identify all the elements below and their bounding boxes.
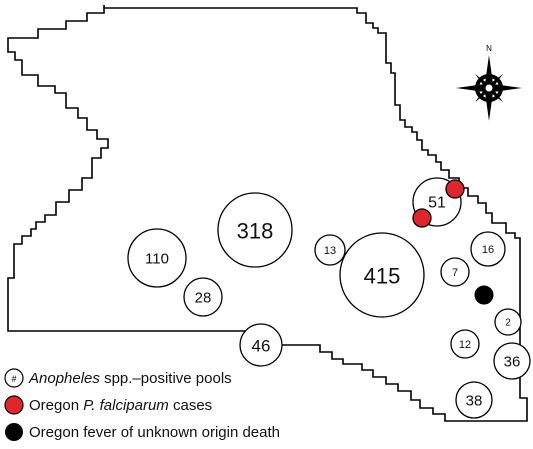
- pool-count: 46: [252, 337, 271, 356]
- pool-46: 46: [239, 323, 283, 367]
- pool-38: 38: [455, 381, 493, 419]
- falciparum-case-marker: [412, 208, 432, 228]
- pool-13: 13: [314, 234, 346, 266]
- legend-item-death: Oregon fever of unknown origin death: [5, 423, 280, 441]
- fever-death-marker: [474, 285, 494, 305]
- pool-count: 110: [145, 251, 169, 268]
- district-boundary: [7, 5, 528, 422]
- legend-pool-label: Anopheles spp.–positive pools: [28, 370, 232, 387]
- pool-count: 38: [466, 393, 483, 410]
- pool-12: 12: [450, 329, 480, 359]
- pool-count: 415: [364, 264, 401, 289]
- pool-7: 7: [440, 257, 470, 287]
- pool-415: 415: [339, 232, 425, 318]
- pool-count: 7: [452, 267, 458, 279]
- pool-28: 28: [183, 277, 223, 317]
- pool-2: 2: [494, 308, 522, 336]
- pool-count: 28: [195, 290, 212, 307]
- pool-count: 36: [504, 354, 521, 371]
- north-label: N: [486, 44, 492, 53]
- pool-count: 13: [324, 245, 336, 257]
- pool-count: 318: [237, 219, 274, 244]
- pool-count: 16: [482, 244, 494, 256]
- legend-item-pools: # Anopheles spp.–positive pools: [4, 368, 232, 388]
- falciparum-case-marker: [445, 179, 465, 199]
- legend-item-cases: Oregon P. falciparum cases: [4, 395, 212, 415]
- pool-110: 110: [127, 228, 187, 288]
- pool-count: 51: [428, 195, 446, 212]
- compass-rose-icon: N: [456, 44, 522, 121]
- pool-318: 318: [217, 192, 293, 268]
- pool-count: 2: [505, 318, 511, 329]
- legend-death-label: Oregon fever of unknown origin death: [29, 424, 280, 441]
- legend-pool-symbol: #: [11, 374, 16, 384]
- map-legend: # Anopheles spp.–positive pools Oregon P…: [4, 368, 280, 441]
- legend-case-label: Oregon P. falciparum cases: [29, 397, 212, 414]
- pool-count: 12: [459, 339, 471, 351]
- pool-16: 16: [470, 231, 506, 267]
- pool-36: 36: [493, 342, 531, 380]
